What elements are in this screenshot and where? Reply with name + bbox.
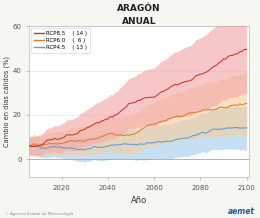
X-axis label: Año: Año — [131, 196, 147, 205]
Title: ARAGÓN
ANUAL: ARAGÓN ANUAL — [117, 4, 161, 26]
Legend: RCP8.5    ( 14 ), RCP6.0    (  6 ), RCP4.5    ( 13 ): RCP8.5 ( 14 ), RCP6.0 ( 6 ), RCP4.5 ( 13… — [31, 28, 90, 53]
Text: © Agencia Estatal de Meteorología: © Agencia Estatal de Meteorología — [5, 212, 74, 216]
Text: aemet: aemet — [228, 207, 255, 216]
Y-axis label: Cambio en días cálidos (%): Cambio en días cálidos (%) — [4, 56, 11, 147]
